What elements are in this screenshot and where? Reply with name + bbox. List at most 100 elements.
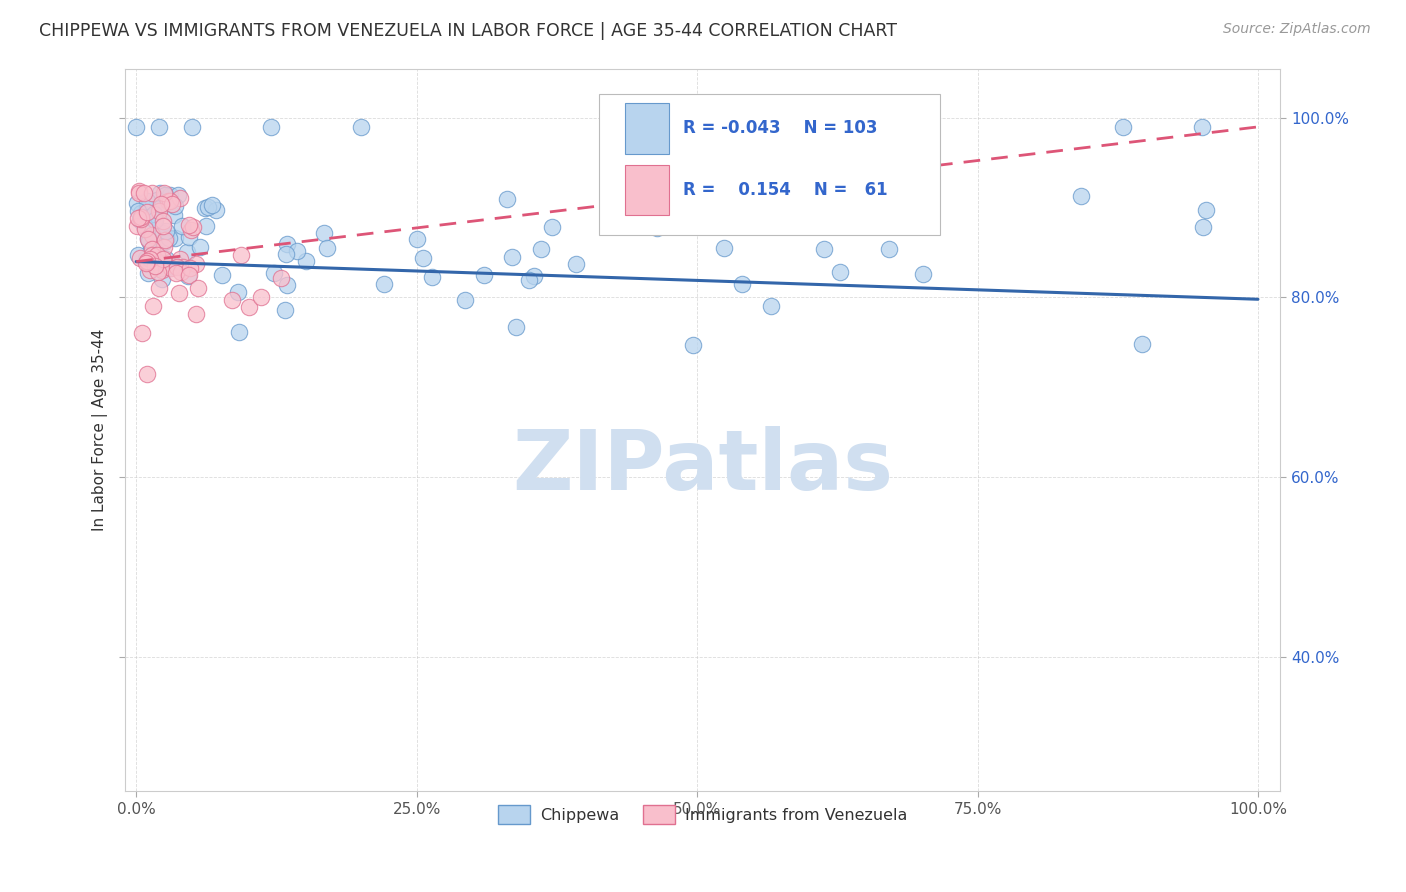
- Point: [519, 273, 541, 287]
- Point: [155, 232, 177, 246]
- Point: [877, 243, 900, 257]
- Point: [135, 256, 157, 270]
- Point: [228, 325, 250, 339]
- Point: [157, 194, 180, 208]
- Point: [128, 184, 150, 198]
- Bar: [626, 164, 669, 215]
- Point: [138, 234, 160, 248]
- Point: [136, 194, 159, 208]
- Point: [155, 188, 177, 202]
- Point: [141, 186, 163, 200]
- Point: [505, 320, 527, 334]
- Point: [177, 229, 200, 244]
- Point: [148, 230, 170, 244]
- Text: R = -0.043    N = 103: R = -0.043 N = 103: [683, 120, 877, 137]
- Point: [162, 196, 184, 211]
- Point: [263, 266, 285, 280]
- Point: [177, 268, 200, 282]
- Point: [276, 247, 298, 261]
- Point: [136, 201, 159, 215]
- Point: [406, 232, 429, 246]
- Point: [181, 220, 204, 235]
- Point: [181, 120, 204, 134]
- Point: [142, 228, 165, 243]
- Point: [166, 260, 188, 274]
- Text: CHIPPEWA VS IMMIGRANTS FROM VENEZUELA IN LABOR FORCE | AGE 35-44 CORRELATION CHA: CHIPPEWA VS IMMIGRANTS FROM VENEZUELA IN…: [39, 22, 897, 40]
- Point: [645, 221, 668, 235]
- Y-axis label: In Labor Force | Age 35-44: In Labor Force | Age 35-44: [93, 329, 108, 531]
- Point: [125, 196, 148, 211]
- Point: [136, 231, 159, 245]
- Point: [314, 227, 336, 241]
- Point: [136, 255, 159, 269]
- Point: [730, 277, 752, 292]
- Point: [141, 242, 163, 256]
- Point: [141, 242, 163, 256]
- Point: [131, 326, 153, 341]
- Point: [522, 268, 544, 283]
- Point: [169, 190, 191, 204]
- Point: [150, 260, 173, 275]
- Point: [141, 248, 163, 262]
- Point: [150, 196, 173, 211]
- Point: [195, 219, 218, 234]
- Point: [163, 199, 186, 213]
- Point: [136, 266, 159, 280]
- Point: [153, 186, 176, 201]
- Point: [142, 300, 165, 314]
- Point: [165, 267, 187, 281]
- Point: [139, 252, 162, 267]
- Point: [274, 302, 297, 317]
- Point: [159, 194, 181, 209]
- Point: [125, 120, 148, 134]
- Point: [146, 247, 169, 261]
- Point: [285, 244, 308, 259]
- Point: [150, 235, 173, 250]
- Point: [152, 252, 174, 266]
- Point: [148, 204, 170, 219]
- Point: [145, 254, 167, 268]
- Legend: Chippewa, Immigrants from Venezuela: Chippewa, Immigrants from Venezuela: [492, 799, 914, 830]
- Point: [186, 257, 208, 271]
- Point: [143, 259, 166, 273]
- Point: [136, 232, 159, 246]
- Point: [201, 198, 224, 212]
- Point: [143, 245, 166, 260]
- Point: [157, 231, 180, 245]
- Point: [229, 247, 252, 261]
- Point: [146, 193, 169, 207]
- Point: [131, 212, 153, 227]
- Point: [135, 252, 157, 266]
- Point: [160, 260, 183, 274]
- Point: [127, 219, 149, 233]
- Point: [1195, 203, 1218, 218]
- Point: [682, 337, 704, 351]
- Point: [152, 226, 174, 240]
- Point: [155, 224, 177, 238]
- Point: [495, 192, 517, 206]
- Point: [155, 252, 177, 266]
- Point: [153, 235, 176, 249]
- Point: [152, 214, 174, 228]
- Point: [143, 213, 166, 227]
- Point: [453, 293, 475, 308]
- Text: R =    0.154    N =   61: R = 0.154 N = 61: [683, 181, 887, 199]
- Point: [129, 213, 152, 227]
- Point: [501, 250, 523, 264]
- Point: [204, 202, 226, 217]
- Point: [828, 265, 851, 279]
- Point: [530, 242, 553, 256]
- Point: [129, 210, 152, 224]
- Point: [197, 200, 219, 214]
- Point: [135, 254, 157, 268]
- Point: [152, 219, 174, 233]
- Point: [412, 252, 434, 266]
- Point: [742, 120, 765, 134]
- Point: [260, 120, 283, 134]
- Point: [167, 285, 190, 300]
- Point: [1191, 120, 1213, 134]
- Point: [159, 187, 181, 202]
- Point: [139, 262, 162, 277]
- Text: Source: ZipAtlas.com: Source: ZipAtlas.com: [1223, 22, 1371, 37]
- FancyBboxPatch shape: [599, 94, 939, 235]
